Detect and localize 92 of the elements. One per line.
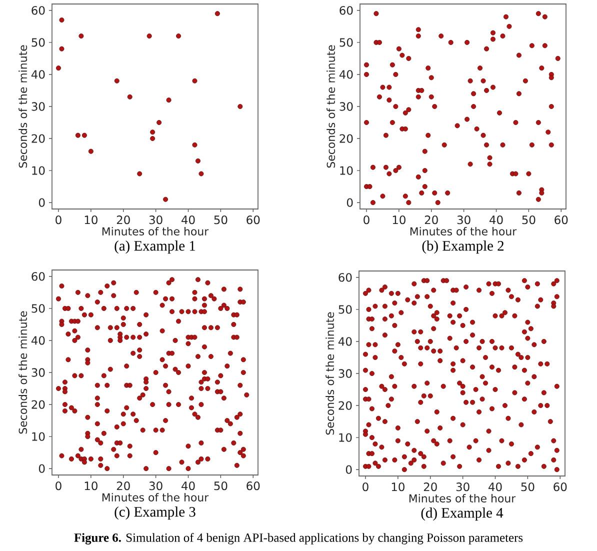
text: Figure 6. Simulation of 4 benign API-based applications by changing Poisson parameters (74, 532, 523, 544)
x-tick-label: 50 (214, 482, 228, 490)
y-axis-title: Seconds of the minute (326, 45, 336, 168)
y-tick-label: 60 (340, 6, 353, 15)
point (238, 104, 243, 109)
y-tick-label: 0 (38, 464, 45, 473)
y-tick-label: 50 (32, 38, 45, 47)
y-tick-label: 40 (31, 336, 45, 345)
point (192, 78, 198, 84)
x-tick-label: 50 (214, 216, 228, 224)
x-axis-title: Minutes of the hour (409, 494, 516, 503)
y-tick-label: 30 (32, 102, 45, 111)
y-tick-label: 20 (340, 134, 353, 143)
y-axis-title: Seconds of the minute (18, 45, 28, 168)
x-tick-label: 20 (116, 216, 130, 224)
point (195, 158, 200, 164)
y-tick-label: 20 (32, 400, 45, 409)
point (214, 11, 220, 16)
y-tick-label: 30 (340, 102, 353, 111)
x-tick-label: 20 (424, 482, 437, 492)
y-tick-label: 50 (338, 305, 352, 314)
point (59, 18, 64, 23)
text: (c) Example 3 (114, 506, 196, 520)
x-tick-label: 40 (182, 482, 195, 490)
x-tick-label: 50 (522, 216, 536, 224)
y-tick-label: 30 (32, 368, 45, 377)
x-tick-label: 60 (246, 482, 260, 490)
x-tick-label: 20 (424, 216, 438, 224)
y-tick-label: 30 (338, 369, 352, 378)
x-axis-title: Minutes of the hour (102, 227, 209, 236)
y-tick-label: 10 (32, 166, 45, 175)
point (59, 46, 64, 52)
x-tick-label: 30 (457, 216, 470, 224)
x-tick-label: 0 (56, 482, 62, 490)
x-tick-label: 40 (182, 216, 195, 224)
point (75, 132, 80, 138)
y-tick-label: 40 (339, 70, 353, 79)
y-tick-label: 60 (32, 6, 45, 15)
y-tick-label: 10 (340, 166, 353, 175)
x-tick-label: 40 (488, 482, 502, 492)
x-tick-label: 50 (521, 482, 534, 492)
point (88, 148, 94, 154)
y-tick-label: 0 (346, 465, 352, 474)
x-tick-label: 0 (56, 216, 62, 224)
point (150, 130, 156, 135)
x-tick-label: 20 (116, 482, 130, 490)
y-tick-label: 20 (338, 401, 352, 410)
x-tick-label: 10 (392, 216, 406, 224)
y-tick-label: 50 (340, 38, 353, 47)
x-tick-label: 60 (554, 216, 568, 224)
x-tick-label: 30 (149, 482, 162, 490)
y-tick-label: 20 (32, 134, 45, 143)
y-tick-label: 40 (31, 70, 45, 79)
x-tick-label: 10 (84, 482, 98, 490)
point (78, 34, 84, 39)
point (127, 94, 132, 100)
text: (a) Example 1 (114, 240, 196, 254)
text: (b) Example 2 (422, 240, 504, 254)
point (146, 34, 152, 39)
x-tick-label: 60 (246, 216, 260, 224)
y-tick-label: 0 (38, 198, 45, 207)
x-tick-label: 0 (362, 482, 368, 492)
y-tick-label: 60 (338, 273, 352, 282)
y-axis-title: Seconds of the minute (18, 311, 28, 434)
y-axis-title: Seconds of the minute (326, 312, 334, 435)
point (114, 78, 120, 84)
x-tick-label: 40 (490, 216, 503, 224)
point (150, 136, 156, 142)
y-tick-label: 40 (338, 337, 352, 346)
x-tick-label: 30 (149, 216, 162, 224)
y-tick-label: 60 (32, 272, 45, 281)
point (56, 66, 61, 71)
x-tick-label: 30 (456, 482, 470, 492)
y-tick-label: 10 (339, 433, 352, 442)
point (192, 142, 198, 148)
point (163, 196, 168, 202)
point (82, 132, 87, 138)
x-axis-title: Minutes of the hour (102, 493, 209, 502)
text: (d) Example 4 (421, 508, 504, 521)
y-tick-label: 10 (32, 432, 45, 441)
point (137, 171, 142, 176)
x-tick-label: 60 (554, 482, 567, 492)
y-tick-label: 50 (32, 304, 45, 313)
point (156, 120, 162, 126)
point (198, 171, 204, 176)
point (176, 34, 182, 39)
x-tick-label: 10 (84, 216, 98, 224)
x-axis-title: Minutes of the hour (410, 227, 517, 236)
x-tick-label: 10 (392, 482, 404, 492)
point (166, 98, 172, 103)
x-tick-label: 0 (364, 216, 370, 224)
y-tick-label: 0 (346, 198, 353, 207)
